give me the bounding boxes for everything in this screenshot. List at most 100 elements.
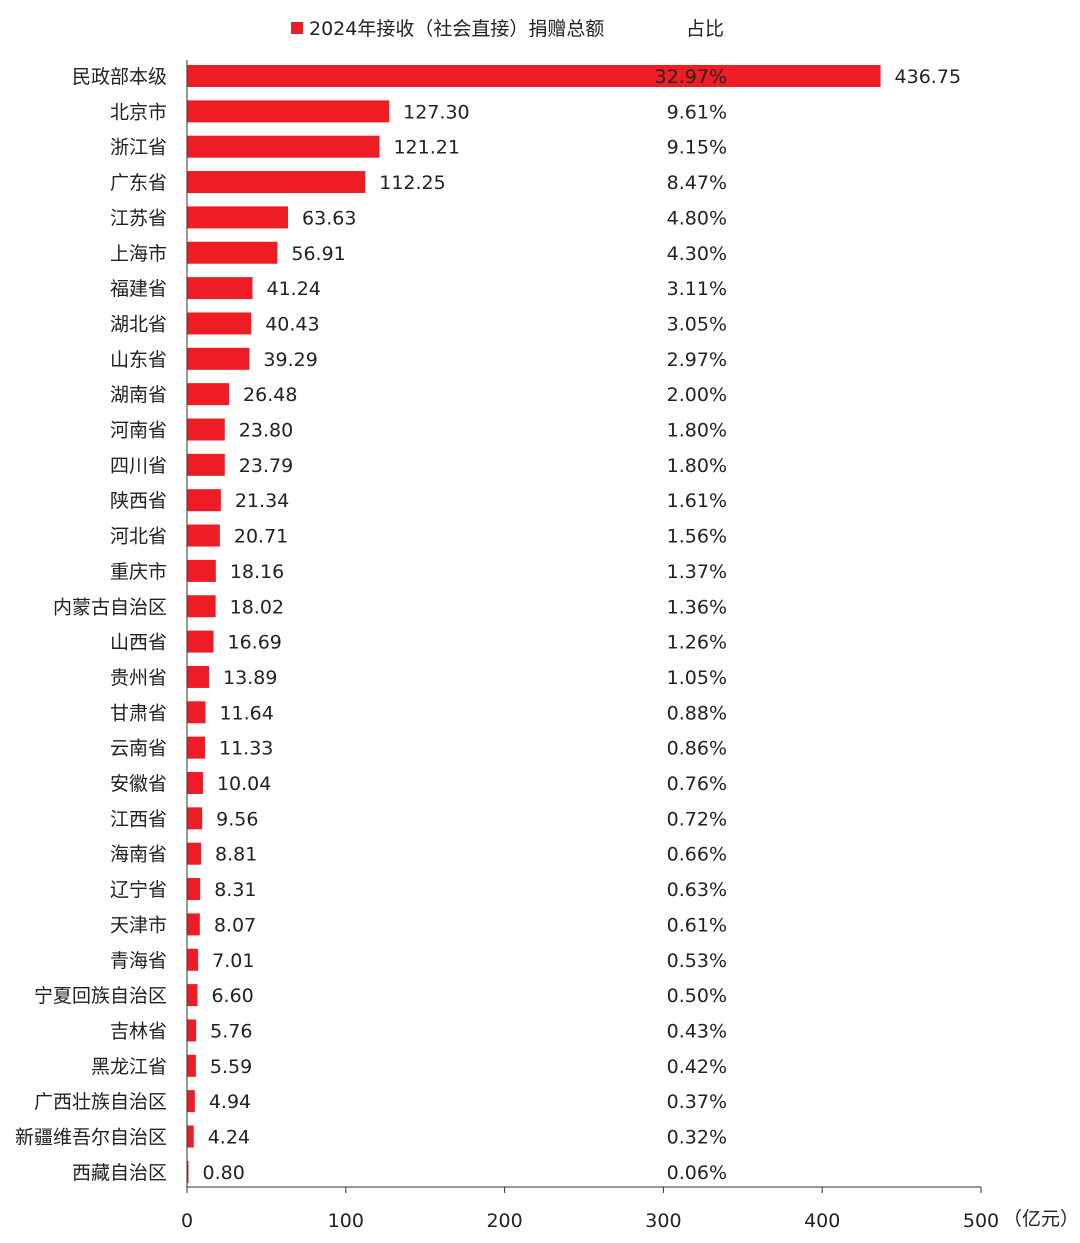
- share-label: 0.37%: [667, 1091, 727, 1113]
- share-label: 0.53%: [667, 950, 727, 972]
- bar-row: 浙江省 121.21 9.15%: [110, 135, 727, 159]
- bar-row: 安徽省 10.04 0.76%: [110, 772, 727, 795]
- share-label: 0.50%: [667, 985, 727, 1007]
- value-label: 26.48: [243, 384, 297, 406]
- category-label: 浙江省: [110, 137, 167, 159]
- bar: [187, 1160, 189, 1183]
- bar-row: 湖北省 40.43 3.05%: [110, 312, 727, 335]
- category-label: 河南省: [110, 420, 167, 442]
- category-label: 黑龙江省: [91, 1056, 167, 1078]
- value-label: 0.80: [203, 1162, 245, 1184]
- value-label: 127.30: [403, 101, 469, 123]
- category-label: 湖南省: [110, 384, 167, 406]
- value-label: 39.29: [263, 349, 317, 371]
- bar: [187, 1125, 194, 1148]
- bar: [187, 418, 225, 441]
- bar: [187, 772, 203, 794]
- x-tick-label: 300: [645, 1210, 681, 1232]
- share-label: 0.88%: [667, 702, 727, 724]
- share-label: 1.61%: [667, 490, 727, 512]
- share-column-header: 占比: [686, 18, 724, 40]
- share-label: 0.06%: [667, 1162, 727, 1184]
- value-label: 112.25: [379, 172, 445, 194]
- bar-row: 重庆市 18.16 1.37%: [110, 559, 727, 583]
- category-label: 民政部本级: [72, 66, 167, 88]
- value-label: 11.64: [219, 702, 273, 724]
- share-label: 1.36%: [667, 596, 727, 618]
- value-label: 4.24: [208, 1127, 250, 1149]
- value-label: 40.43: [265, 313, 319, 335]
- category-label: 北京市: [110, 101, 167, 123]
- bar-row: 江苏省 63.63 4.80%: [110, 206, 727, 229]
- bar: [187, 241, 278, 264]
- category-label: 海南省: [110, 844, 167, 866]
- bar: [187, 1019, 197, 1042]
- value-label: 18.16: [230, 561, 284, 583]
- category-label: 山西省: [110, 632, 167, 654]
- value-label: 23.79: [239, 455, 293, 477]
- bar-row: 黑龙江省 5.59 0.42%: [91, 1054, 727, 1078]
- bar: [187, 100, 390, 123]
- category-label: 山东省: [110, 349, 167, 371]
- bar-row: 内蒙古自治区 18.02 1.36%: [53, 595, 727, 618]
- bar-row: 山东省 39.29 2.97%: [110, 347, 727, 371]
- share-label: 1.80%: [667, 420, 727, 442]
- bar-row: 西藏自治区 0.80 0.06%: [72, 1160, 727, 1184]
- bars: 民政部本级 436.75 32.97% 北京市 127.30 9.61% 浙江省 121.21…: [15, 65, 961, 1184]
- bar: [187, 984, 198, 1007]
- value-label: 8.31: [214, 879, 256, 901]
- bar-row: 北京市 127.30 9.61%: [110, 100, 727, 123]
- share-label: 0.42%: [667, 1056, 727, 1078]
- bar: [187, 489, 221, 512]
- share-label: 2.00%: [667, 384, 727, 406]
- bar: [187, 807, 203, 830]
- value-label: 436.75: [895, 66, 961, 88]
- bar-row: 江西省 9.56 0.72%: [110, 807, 727, 830]
- bar: [187, 277, 253, 300]
- bar-row: 民政部本级 436.75 32.97%: [72, 65, 961, 88]
- bar: [187, 312, 252, 335]
- bar-row: 广西壮族自治区 4.94 0.37%: [34, 1090, 727, 1113]
- share-label: 8.47%: [667, 172, 727, 194]
- category-label: 广东省: [110, 172, 167, 194]
- share-label: 1.56%: [667, 526, 727, 548]
- category-label: 宁夏回族自治区: [34, 985, 167, 1007]
- bar: [187, 948, 199, 971]
- legend-swatch: [291, 22, 303, 34]
- bar: [187, 665, 210, 688]
- share-label: 1.80%: [667, 455, 727, 477]
- share-label: 2.97%: [667, 349, 727, 371]
- bar-row: 河南省 23.80 1.80%: [110, 418, 727, 442]
- category-label: 内蒙古自治区: [53, 596, 167, 618]
- bar-row: 山西省 16.69 1.26%: [110, 630, 727, 654]
- bar: [187, 1090, 195, 1113]
- bar: [187, 453, 225, 476]
- category-label: 江苏省: [110, 207, 167, 229]
- bar-row: 宁夏回族自治区 6.60 0.50%: [34, 984, 727, 1007]
- bar: [187, 842, 201, 865]
- bar-row: 甘肃省 11.64 0.88%: [110, 701, 727, 724]
- share-label: 0.86%: [667, 738, 727, 760]
- category-label: 云南省: [110, 738, 167, 760]
- share-label: 0.72%: [667, 808, 727, 830]
- bar-row: 上海市 56.91 4.30%: [110, 241, 727, 265]
- value-label: 121.21: [393, 137, 459, 159]
- share-label: 0.66%: [667, 844, 727, 866]
- value-label: 21.34: [235, 490, 289, 512]
- bar-row: 天津市 8.07 0.61%: [110, 913, 727, 936]
- bar-row: 湖南省 26.48 2.00%: [110, 383, 727, 406]
- category-label: 新疆维吾尔自治区: [15, 1127, 167, 1149]
- x-tick-label: 200: [486, 1210, 522, 1232]
- bar: [187, 595, 216, 618]
- bar: [187, 559, 216, 582]
- share-label: 1.26%: [667, 632, 727, 654]
- value-label: 11.33: [219, 738, 273, 760]
- category-label: 湖北省: [110, 313, 167, 335]
- x-tick-label: 0: [181, 1210, 193, 1232]
- share-label: 1.37%: [667, 561, 727, 583]
- category-label: 四川省: [110, 455, 167, 477]
- value-label: 8.81: [215, 844, 257, 866]
- share-label: 0.63%: [667, 879, 727, 901]
- share-label: 3.05%: [667, 313, 727, 335]
- share-label: 32.97%: [655, 66, 727, 88]
